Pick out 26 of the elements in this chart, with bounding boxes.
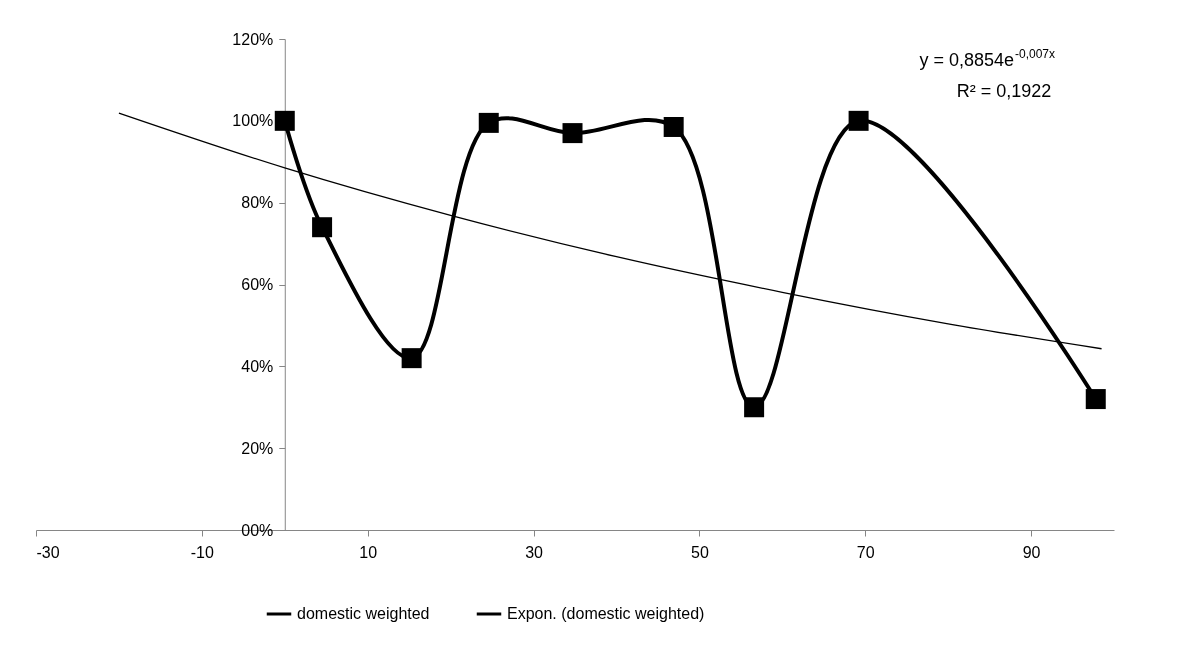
x-tick-label: 50 xyxy=(690,543,709,561)
point xyxy=(562,123,583,144)
x-tick-label: -10 xyxy=(190,543,215,561)
point xyxy=(663,116,684,137)
y-tick-label: 20% xyxy=(241,439,274,457)
x-tick-label: 30 xyxy=(525,543,544,561)
point xyxy=(401,348,422,369)
point xyxy=(478,112,499,133)
y-tick-label: 60% xyxy=(241,276,274,293)
x-tick-label: 70 xyxy=(856,543,875,561)
y-tick-label: 40% xyxy=(241,357,274,375)
point xyxy=(744,397,765,418)
y-tick-label: 120% xyxy=(232,30,274,48)
legend-label: Expon. (domestic weighted) xyxy=(507,605,705,622)
point xyxy=(848,110,869,131)
point xyxy=(274,110,295,131)
y-tick-label: 100% xyxy=(232,112,274,130)
y-tick-label: 80% xyxy=(241,194,274,212)
x-tick-label: -30 xyxy=(36,543,60,561)
point xyxy=(1085,389,1106,410)
legend-label: domestic weighted xyxy=(297,605,430,622)
y-tick-label: 00% xyxy=(241,521,274,539)
x-tick-label: 90 xyxy=(1022,543,1041,561)
x-tick-label: 10 xyxy=(359,543,378,561)
point xyxy=(312,217,333,238)
annotation: R² = 0,1922 xyxy=(956,81,1052,101)
